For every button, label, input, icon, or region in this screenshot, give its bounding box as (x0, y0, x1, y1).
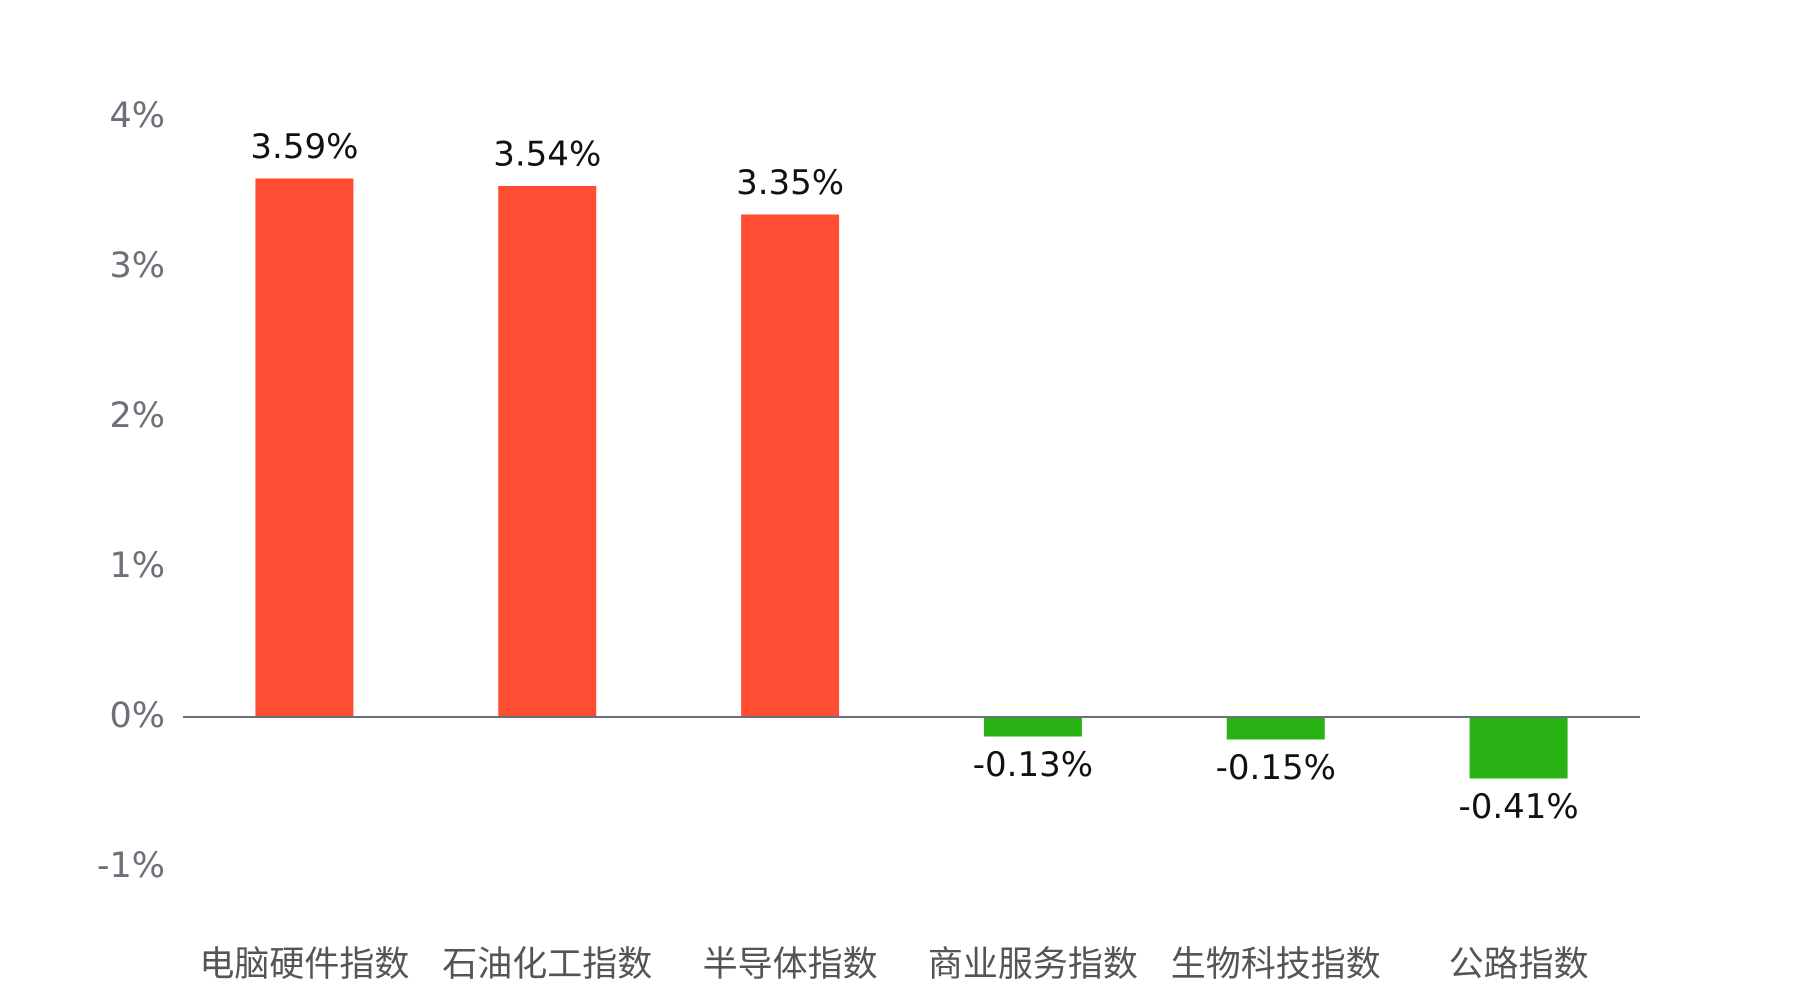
y-tick-label: 0% (109, 696, 165, 736)
value-label: -0.15% (1216, 748, 1336, 788)
bar (983, 717, 1082, 737)
x-tick-label: 生物科技指数 (1171, 945, 1381, 985)
y-tick-label: 4% (109, 96, 165, 136)
x-tick-label: 半导体指数 (703, 945, 878, 985)
bar (498, 186, 597, 717)
x-tick-label: 商业服务指数 (928, 945, 1138, 985)
value-label: -0.13% (973, 745, 1093, 785)
bar (741, 214, 840, 717)
x-tick-label: 石油化工指数 (442, 945, 652, 985)
y-tick-label: 3% (109, 246, 165, 286)
bar (1226, 717, 1325, 740)
bar (1469, 717, 1568, 779)
x-tick-label: 电脑硬件指数 (199, 945, 409, 985)
y-tick-label: 1% (109, 546, 165, 586)
y-tick-label: -1% (97, 846, 165, 886)
x-tick-label: 公路指数 (1449, 945, 1589, 985)
value-label: -0.41% (1458, 787, 1578, 827)
y-tick-label: 2% (109, 396, 165, 436)
value-label: 3.59% (250, 127, 358, 167)
value-label: 3.35% (736, 163, 844, 203)
bar (255, 178, 354, 717)
value-label: 3.54% (493, 135, 601, 175)
